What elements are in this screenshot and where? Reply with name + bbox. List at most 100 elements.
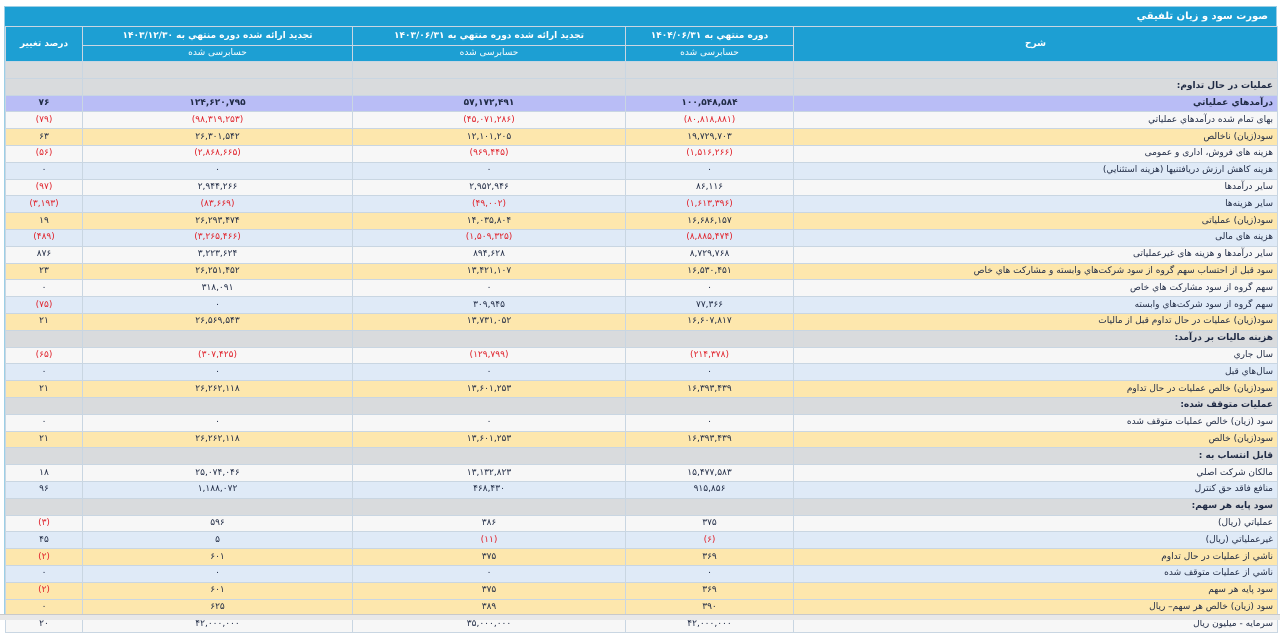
value-period-3: ۰ <box>82 413 353 432</box>
value-period-1: (۱,۶۱۳,۳۹۶) <box>625 195 794 214</box>
table-row: سهم گروه از سود مشاركت هاي خاص ۰ ۰ ۳۱۸,۰۹۱ ۰ <box>5 279 1278 298</box>
value-period-2: ۰ <box>352 363 626 382</box>
row-label <box>793 61 1278 79</box>
change-percent: ۲۱ <box>5 430 83 449</box>
change-percent: ۰ <box>5 279 83 298</box>
header-audit-3: حسابرسی شده <box>82 45 353 62</box>
value-period-1: ۳۷۵ <box>625 514 794 533</box>
row-label: عمليات در حال تداوم: <box>793 77 1278 96</box>
change-percent: ۱۸ <box>5 464 83 482</box>
value-period-1: (۶) <box>625 531 794 550</box>
change-percent: (۹۷) <box>5 178 83 197</box>
value-period-1: ۱۶,۳۹۳,۴۳۹ <box>625 380 794 398</box>
value-period-3: ۲۵,۰۷۴,۰۴۶ <box>82 464 353 482</box>
value-period-3: ۵ <box>82 531 353 550</box>
table-row: هزينه ماليات بر درآمد: <box>5 329 1278 348</box>
row-label: هزينه كاهش ارزش دريافتنيها (هزينه استثنا… <box>793 161 1278 180</box>
value-period-1 <box>625 61 794 79</box>
value-period-2: ۰ <box>352 413 626 432</box>
value-period-1 <box>625 329 794 348</box>
value-period-2: ۰ <box>352 564 626 583</box>
value-period-3: ۲۶,۵۶۹,۵۴۳ <box>82 312 353 331</box>
row-label: هزينه هاى مالى <box>793 228 1278 247</box>
value-period-3 <box>82 497 353 516</box>
value-period-1: ۳۹۰ <box>625 598 794 617</box>
value-period-1: ۱۹,۷۲۹,۷۰۳ <box>625 128 794 146</box>
row-label: ناشي از عمليات متوقف شده <box>793 564 1278 583</box>
table-row: سود(زيان) عملياتى ۱۶,۶۸۶,۱۵۷ ۱۴,۰۳۵,۸۰۴ ۲۶,… <box>5 212 1278 230</box>
value-period-3: ۶۰۱ <box>82 548 353 566</box>
horizontal-scrollbar[interactable] <box>0 614 1280 620</box>
table-row: هزينه كاهش ارزش دريافتنيها (هزينه استثنا… <box>5 161 1278 180</box>
table-row: سود پايه هر سهم: <box>5 497 1278 516</box>
table-row: غيرعملياتي (ريال) (۶) (۱۱) ۵ ۴۵ <box>5 531 1278 550</box>
value-period-1: ۱۵,۴۷۷,۵۸۳ <box>625 464 794 482</box>
value-period-3: (۲,۸۶۸,۶۶۵) <box>82 144 353 163</box>
value-period-2: ۳۸۶ <box>352 514 626 533</box>
change-percent: (۵۶) <box>5 144 83 163</box>
table-row: بهاى تمام شده درآمدهاي عملياتي (۸۰,۸۱۸,۸۸… <box>5 111 1278 130</box>
value-period-2: (۴۵,۰۷۱,۲۸۶) <box>352 111 626 130</box>
value-period-2: ۱۳,۱۳۲,۸۲۳ <box>352 464 626 482</box>
value-period-3: ۲۶,۲۶۲,۱۱۸ <box>82 380 353 398</box>
header-description: شرح <box>793 26 1278 62</box>
value-period-2 <box>352 329 626 348</box>
change-percent: ۰ <box>5 564 83 583</box>
table-row: ساير درآمدها ۸۶,۱۱۶ ۲,۹۵۲,۹۴۶ ۲,۹۴۴,۲۶۶ (۹۷) <box>5 178 1278 197</box>
change-percent: (۷۹) <box>5 111 83 130</box>
value-period-1: ۱۰۰,۵۴۸,۵۸۴ <box>625 94 794 113</box>
value-period-3: ۰ <box>82 296 353 314</box>
value-period-1: (۱,۵۱۶,۲۶۶) <box>625 144 794 163</box>
row-label: قابل انتساب به : <box>793 447 1278 466</box>
change-percent <box>5 396 83 415</box>
change-percent: (۶۵) <box>5 346 83 365</box>
value-period-1: ۰ <box>625 413 794 432</box>
value-period-3: (۸۳,۶۶۹) <box>82 195 353 214</box>
change-percent: (۴۸۹) <box>5 228 83 247</box>
value-period-1: ۰ <box>625 564 794 583</box>
table-row: ناشي از عمليات متوقف شده ۰ ۰ ۰ ۰ <box>5 564 1278 583</box>
value-period-1: (۸۰,۸۱۸,۸۸۱) <box>625 111 794 130</box>
value-period-1: (۲۱۴,۳۷۸) <box>625 346 794 365</box>
change-percent: ۱۹ <box>5 212 83 230</box>
value-period-1 <box>625 447 794 466</box>
table-row: هزينه هاى فروش، ادارى و عمومى (۱,۵۱۶,۲۶۶)… <box>5 144 1278 163</box>
value-period-2: ۴۶۸,۴۳۰ <box>352 480 626 499</box>
table-row: ساير درآمدها و هزينه هاى غيرعملياتى ۸,۷۲۹… <box>5 245 1278 264</box>
row-label: ساير درآمدها <box>793 178 1278 197</box>
row-label: سود(زيان) خالص <box>793 430 1278 449</box>
value-period-3 <box>82 396 353 415</box>
value-period-2: ۳۷۵ <box>352 548 626 566</box>
value-period-3: ۲۶,۲۹۳,۴۷۴ <box>82 212 353 230</box>
value-period-2: ۳۷۵ <box>352 581 626 600</box>
value-period-2: ۲,۹۵۲,۹۴۶ <box>352 178 626 197</box>
value-period-1: ۰ <box>625 161 794 180</box>
row-label: سود (زيان) خالص هر سهم– ريال <box>793 598 1278 617</box>
value-period-3: ۰ <box>82 363 353 382</box>
header-period-2: تجديد ارائه شده دوره منتهي به ۱۴۰۳/۰۶/۳۱ <box>352 26 626 46</box>
change-percent: ۹۶ <box>5 480 83 499</box>
value-period-2: ۰ <box>352 161 626 180</box>
value-period-3: (۹۸,۳۱۹,۲۵۳) <box>82 111 353 130</box>
row-label: سال‌هاي قبل <box>793 363 1278 382</box>
change-percent: (۲) <box>5 548 83 566</box>
value-period-3: ۲۶,۳۰۱,۵۴۲ <box>82 128 353 146</box>
table-row: سال جاري (۲۱۴,۳۷۸) (۱۲۹,۷۹۹) (۳۰۷,۴۲۵) (۶۵) <box>5 346 1278 365</box>
row-label: سال جاري <box>793 346 1278 365</box>
value-period-3: ۳,۲۲۳,۶۲۴ <box>82 245 353 264</box>
row-label: ناشي از عمليات در حال تداوم <box>793 548 1278 566</box>
value-period-1: ۳۶۹ <box>625 581 794 600</box>
table-row: سود(زيان) خالص عمليات در حال تداوم ۱۶,۳۹۳… <box>5 380 1278 398</box>
table-row: هزينه هاى مالى (۸,۸۸۵,۴۷۴) (۱,۵۰۹,۳۲۵) (۳,۲… <box>5 228 1278 247</box>
change-percent: ۷۶ <box>5 94 83 113</box>
value-period-2: (۴۹,۰۰۲) <box>352 195 626 214</box>
statement-rows: عمليات در حال تداوم: درآمدهاي عملياتي ۱۰۰,… <box>5 61 1278 633</box>
change-percent: ۶۳ <box>5 128 83 146</box>
change-percent: (۳,۱۹۳) <box>5 195 83 214</box>
value-period-3: ۱,۱۸۸,۰۷۲ <box>82 480 353 499</box>
change-percent: ۰ <box>5 363 83 382</box>
value-period-2: ۱۳,۷۳۱,۰۵۲ <box>352 312 626 331</box>
header-audit-2: حسابرسی شده <box>352 45 626 62</box>
header-audit-1: حسابرسی شده <box>625 45 794 62</box>
change-percent: ۲۱ <box>5 312 83 331</box>
